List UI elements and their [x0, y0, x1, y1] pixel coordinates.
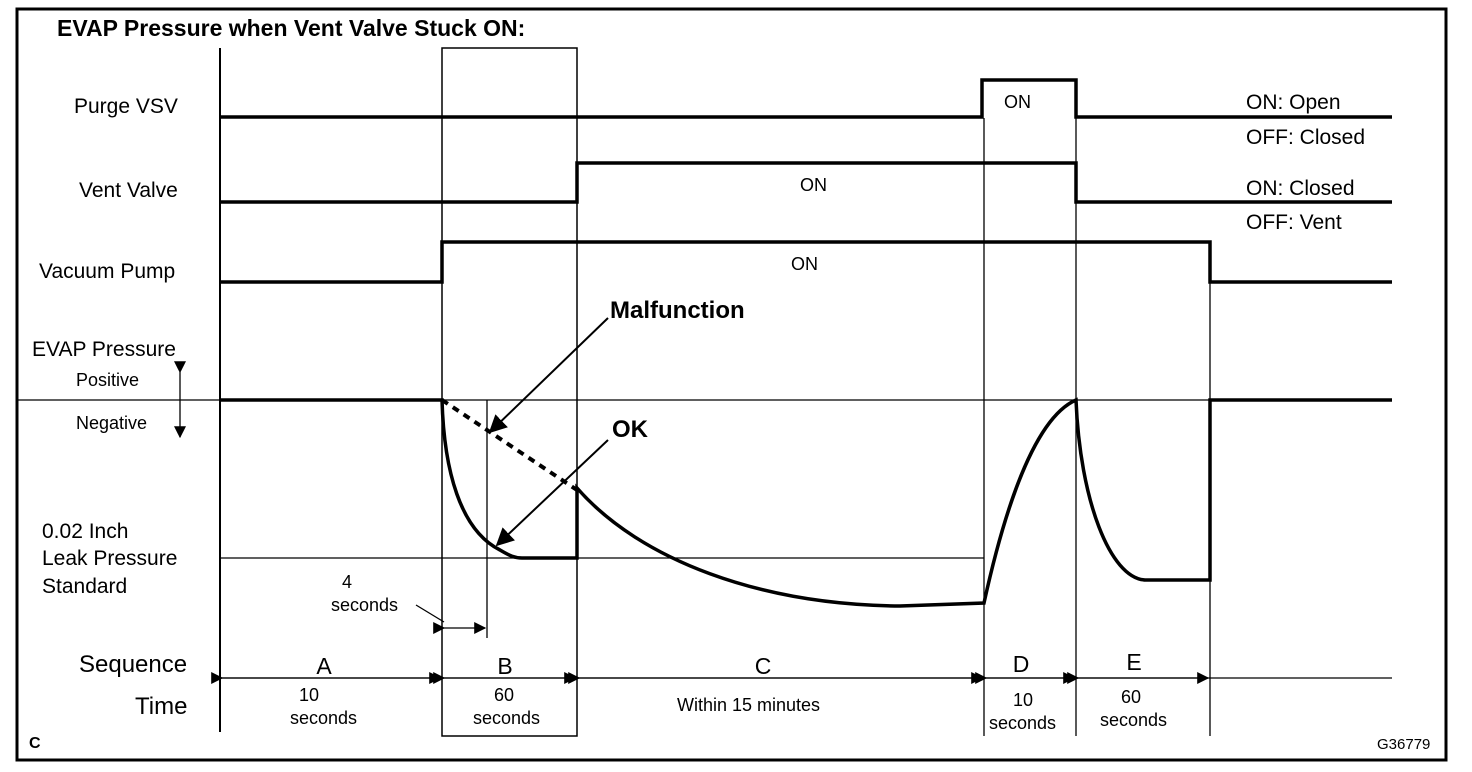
- sequence-row-label: Sequence: [79, 651, 187, 678]
- time-row-label: Time: [135, 693, 187, 720]
- sequence-d-time-number: 10: [1013, 690, 1033, 710]
- four-seconds-unit: seconds: [331, 595, 398, 615]
- sequence-e-time-unit: seconds: [1100, 710, 1167, 730]
- sequence-e-time-number: 60: [1121, 687, 1141, 707]
- vacuum-pump-signal: [220, 240, 1392, 284]
- sequence-e-letter: E: [1126, 649, 1141, 675]
- standard-label-line2: Leak Pressure: [42, 547, 177, 570]
- vent-valve-legend-off: OFF: Vent: [1246, 211, 1342, 234]
- evap-pressure-curve: [220, 397, 1392, 608]
- vacuum-pump-on-text: ON: [791, 254, 818, 274]
- malfunction-label: Malfunction: [610, 297, 745, 324]
- malfunction-arrow: [488, 317, 609, 434]
- sequence-a-time-unit: seconds: [290, 708, 357, 728]
- sequence-d-letter: D: [1013, 651, 1030, 677]
- evap-positive-label: Positive: [76, 370, 139, 390]
- sequence-b-window: [441, 47, 578, 737]
- malfunction-dashed-curve: [440, 398, 579, 492]
- standard-label-line1: 0.02 Inch: [42, 520, 128, 543]
- purge-vsv-legend-on: ON: Open: [1246, 91, 1341, 114]
- sequence-a-letter: A: [316, 653, 332, 679]
- ok-label: OK: [612, 416, 649, 443]
- four-seconds-number: 4: [342, 572, 352, 592]
- evap-negative-label: Negative: [76, 413, 147, 433]
- sequence-c-letter: C: [755, 653, 772, 679]
- sequence-b-letter: B: [497, 653, 512, 679]
- ok-arrow: [495, 439, 609, 547]
- purge-vsv-label: Purge VSV: [74, 95, 178, 118]
- standard-label-line3: Standard: [42, 575, 127, 598]
- vacuum-pump-label: Vacuum Pump: [39, 260, 175, 283]
- diagram-title: EVAP Pressure when Vent Valve Stuck ON:: [57, 15, 525, 41]
- purge-vsv-on-text: ON: [1004, 92, 1031, 112]
- vent-valve-on-text: ON: [800, 175, 827, 195]
- purge-vsv-legend-off: OFF: Closed: [1246, 126, 1365, 149]
- vent-valve-label: Vent Valve: [79, 179, 178, 202]
- figure-id: G36779: [1377, 736, 1430, 753]
- vent-valve-signal: [220, 161, 1392, 204]
- purge-vsv-signal: [220, 78, 1392, 119]
- evap-pressure-label: EVAP Pressure: [32, 338, 176, 361]
- sequence-d-time-unit: seconds: [989, 713, 1056, 733]
- corner-label: C: [29, 735, 41, 752]
- sequence-c-time: Within 15 minutes: [677, 695, 820, 715]
- sequence-b-time-number: 60: [494, 685, 514, 705]
- vent-valve-legend-on: ON: Closed: [1246, 177, 1355, 200]
- sequence-b-time-unit: seconds: [473, 708, 540, 728]
- sequence-a-time-number: 10: [299, 685, 319, 705]
- four-seconds-leader: [415, 604, 445, 623]
- figure-border: [15, 7, 1448, 762]
